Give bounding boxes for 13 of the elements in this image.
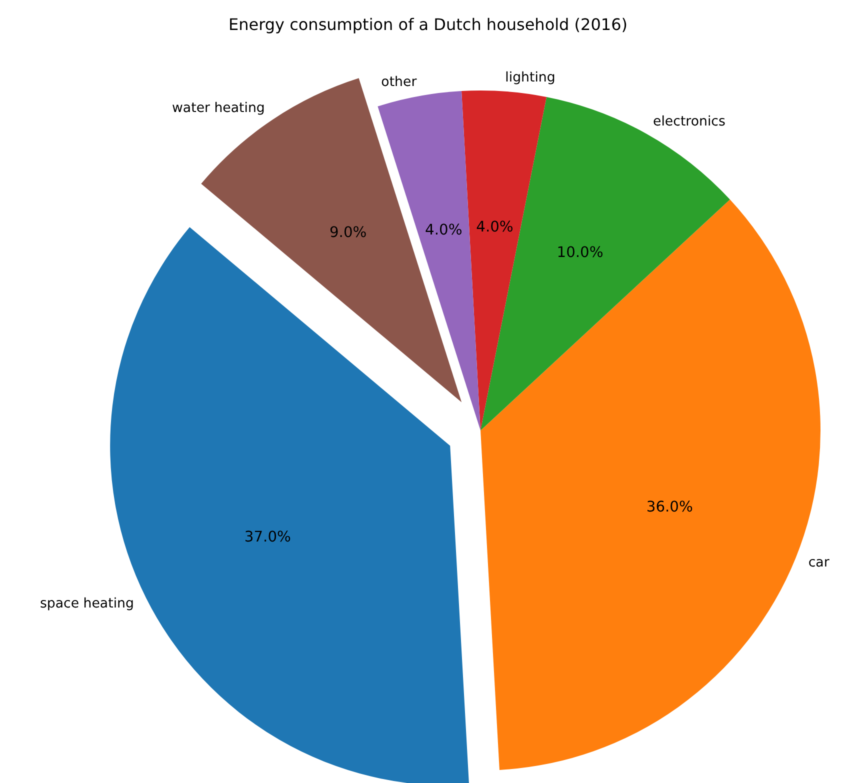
data-label: 36.0% <box>646 498 693 516</box>
slice-label: space heating <box>40 596 134 612</box>
slice-label: other <box>381 75 418 90</box>
data-label: 9.0% <box>329 224 367 242</box>
slice-label: water heating <box>172 100 265 116</box>
data-label: 4.0% <box>425 221 462 238</box>
data-label: 4.0% <box>476 218 514 236</box>
chart-title: Energy consumption of a Dutch household (2016) <box>228 15 628 34</box>
slice-label: lighting <box>505 70 556 86</box>
data-label: 37.0% <box>244 528 292 546</box>
data-label: 10.0% <box>556 244 604 261</box>
slice-label: electronics <box>653 114 726 130</box>
slice-label: car <box>808 555 830 570</box>
